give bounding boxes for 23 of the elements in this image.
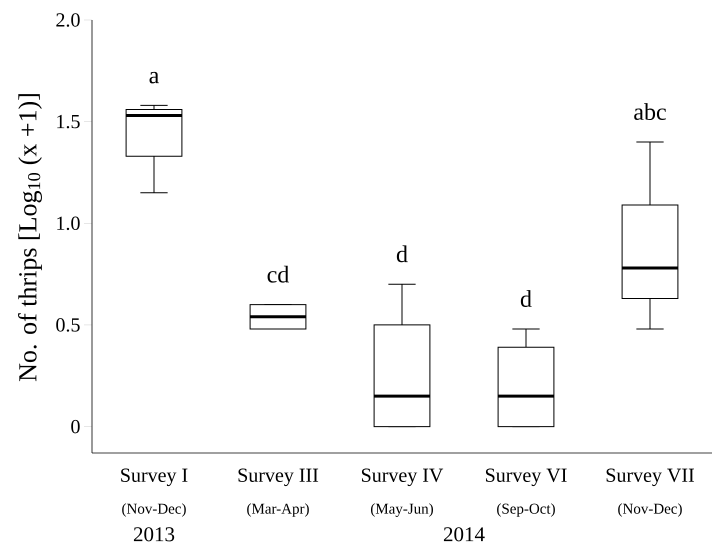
annotation: d (396, 245, 408, 262)
annotation: cd (268, 266, 290, 283)
x-tick-label: Survey IV (362, 468, 444, 486)
y-tick-label: 0.5 (56, 318, 80, 332)
text: (Mar-Apr) (247, 503, 309, 517)
annotation: d (520, 290, 532, 308)
y-tick-label: 1.0 (57, 216, 80, 230)
text: (Nov-Dec) (122, 503, 186, 517)
annotation: a (150, 72, 159, 84)
text: (May-Jun) (371, 503, 433, 517)
y-tick-label: 2.0 (56, 13, 80, 27)
text: (Sep-Oct) (497, 503, 555, 517)
text: 2014 (444, 527, 485, 542)
x-tick-label: Survey III (238, 468, 318, 486)
x-tick-label: Survey I (121, 468, 188, 486)
y-tick-label: 1.5 (57, 114, 80, 128)
x-tick-label: Survey VII (606, 468, 694, 486)
x-tick-label: Survey VI (486, 468, 567, 486)
annotation: abc (634, 103, 666, 120)
text: (Nov-Dec) (618, 503, 682, 517)
y-tick-label: 0 (71, 420, 80, 434)
text: 2013 (134, 527, 174, 542)
y-axis-title: No. of thrips [Log$_{10}$ (x +1)] (18, 94, 42, 382)
